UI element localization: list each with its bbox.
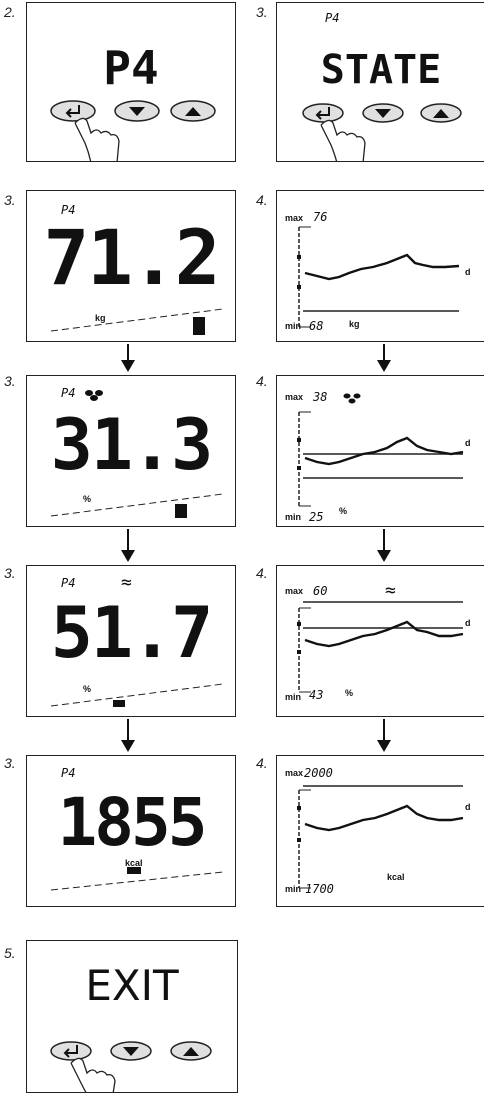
down-button-icon[interactable] [114,100,160,122]
display-panel-exit: EXIT [26,940,238,1093]
profile-tag: P4 [61,576,76,590]
display-panel-fat: P4 31.3 % [26,375,236,527]
graph-min-label: min [285,884,302,894]
up-button-icon[interactable] [170,1041,212,1061]
down-arrow-icon [377,344,391,372]
up-button-icon[interactable] [420,103,462,123]
step-label: 3. [4,373,16,389]
display-panel-kcal: P4 1855 kcal [26,755,236,907]
scale-indicator [50,867,224,891]
graph-max-value: 2000 [304,766,333,780]
up-button-icon[interactable] [170,100,216,122]
down-arrow-icon [377,529,391,562]
graph-max-label: max [285,586,304,596]
graph-panel-kcal: max 2000 min 1700 kcal d [276,755,484,907]
step-label: 4. [256,755,268,771]
display-title: STATE [320,47,442,93]
down-arrow-icon [377,719,391,752]
graph-unit: % [339,506,348,516]
down-arrow-icon [121,529,135,562]
graph-max-label: max [285,213,304,223]
profile-tag: P4 [325,11,340,25]
graph-plot [297,393,464,507]
step-label: 3. [4,192,16,208]
unit-label: kcal [125,858,143,868]
graph-unit: kg [349,319,360,329]
unit-label: kg [95,313,106,323]
profile-tag: P4 [61,766,76,780]
graph-max-label: max [285,768,304,778]
graph-day-label: d [465,802,471,812]
step-label: 4. [256,565,268,581]
graph-max-value: 38 [313,390,328,404]
fat-value: 31.3 [50,404,214,486]
graph-plot [297,785,464,889]
down-button-icon[interactable] [362,103,404,123]
graph-day-label: d [465,267,471,277]
graph-unit: kcal [387,872,405,882]
unit-label: % [83,684,92,694]
graph-panel-weight: max 76 min 68 kg d [276,190,484,342]
step-label: 3. [4,755,16,771]
down-arrow-icon [121,344,135,372]
step-label: 3. [4,565,16,581]
display-panel-p4: P4 [26,2,236,162]
step-label: 4. [256,373,268,389]
finger-pointer-icon [70,1057,116,1092]
graph-day-label: d [465,438,471,448]
down-button-icon[interactable] [110,1041,152,1061]
down-arrow-icon [121,719,135,752]
graph-min-label: min [285,692,302,702]
graph-min-value: 1700 [305,882,334,896]
button-row [50,1041,212,1092]
finger-pointer-icon [320,119,366,161]
graph-max-value: 60 [313,584,328,598]
graph-panel-fat: max 38 min 25 % d [276,375,484,527]
enter-button-icon[interactable] [50,100,96,122]
display-panel-weight: P4 71.2 kg [26,190,236,342]
fat-drops-icon [343,393,361,404]
fat-drops-icon [85,390,103,401]
profile-tag: P4 [61,203,76,217]
step-label: 5. [4,945,16,961]
water-waves-icon: ≈ [385,580,396,601]
graph-max-label: max [285,392,304,402]
display-title: P4 [103,41,159,95]
weight-value: 71.2 [43,213,220,302]
enter-button-icon[interactable] [50,1041,92,1061]
graph-unit: % [345,688,354,698]
water-value: 51.7 [50,592,214,674]
enter-button-icon[interactable] [302,103,344,123]
step-label: 2. [4,4,16,20]
graph-plot [297,226,460,328]
scale-indicator [50,683,224,707]
display-panel-state: P4 STATE [276,2,484,162]
graph-day-label: d [465,618,471,628]
graph-min-label: min [285,512,302,522]
graph-min-value: 43 [309,688,324,702]
graph-plot [297,601,464,693]
profile-tag: P4 [61,386,76,400]
scale-indicator [50,493,224,518]
unit-label: % [83,494,92,504]
graph-min-value: 68 [309,319,324,333]
graph-panel-water: max 60 ≈ min 43 % d [276,565,484,717]
button-row [302,103,462,161]
water-waves-icon: ≈ [121,572,132,593]
display-panel-water: P4 ≈ 51.7 % [26,565,236,717]
display-title: EXIT [85,961,179,1010]
scale-indicator [50,308,224,335]
kcal-value: 1855 [57,784,208,861]
step-label: 3. [256,4,268,20]
button-row [50,100,216,161]
graph-max-value: 76 [313,210,328,224]
finger-pointer-icon [74,117,120,161]
graph-min-label: min [285,321,302,331]
graph-min-value: 25 [309,510,324,524]
step-label: 4. [256,192,268,208]
